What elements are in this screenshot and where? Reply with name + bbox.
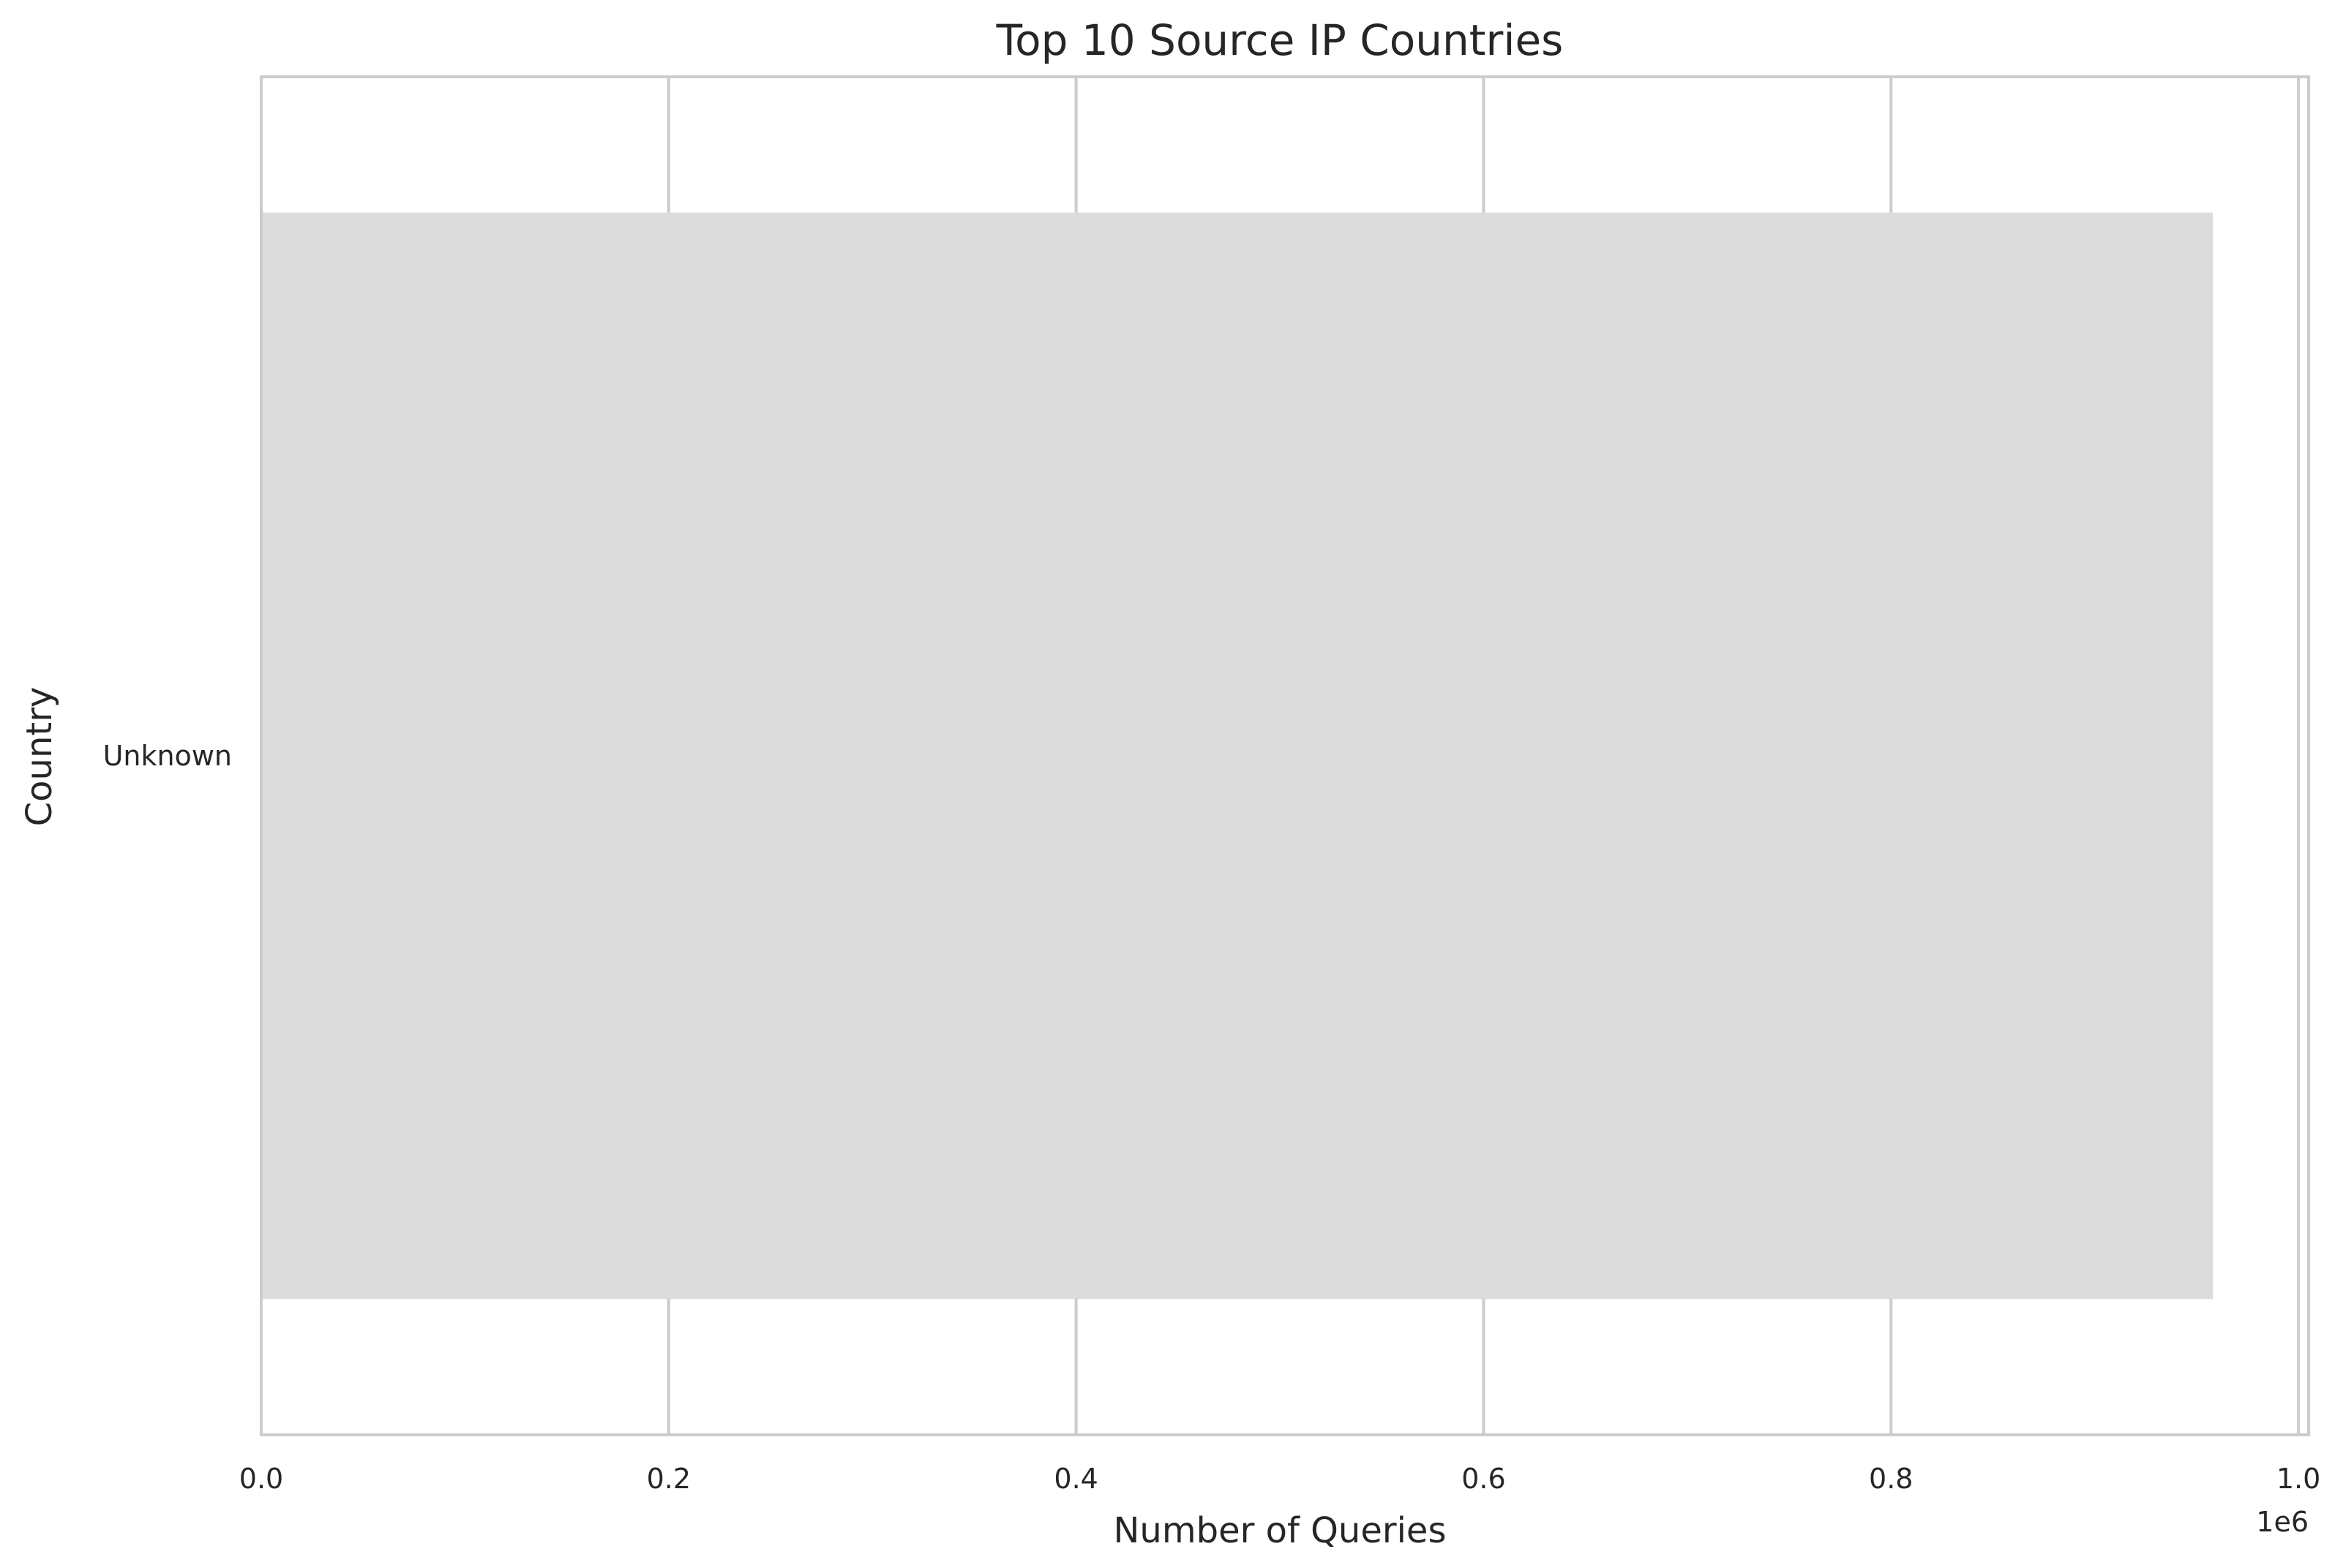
axes-frame [260, 75, 2310, 1436]
x-tick-label: 0.8 [1869, 1463, 1913, 1495]
x-axis-label: Number of Queries [1114, 1510, 1447, 1551]
x-tick-label: 0.6 [1461, 1463, 1505, 1495]
x-tick-label: 0.0 [239, 1463, 283, 1495]
x-tick-labels: 0.0 0.2 0.4 0.6 0.8 1.0 [239, 1463, 2321, 1495]
chart-title: Top 10 Source IP Countries [996, 15, 1564, 65]
x-axis-offset-label: 1e6 [2256, 1506, 2309, 1538]
x-tick-label: 0.2 [647, 1463, 691, 1495]
bars [261, 212, 2214, 1299]
y-tick-labels: Unknown [103, 740, 232, 772]
x-tick-label: 1.0 [2276, 1463, 2320, 1495]
bar [261, 212, 2214, 1299]
y-axis-label: Country [19, 687, 60, 827]
y-tick-label: Unknown [103, 740, 232, 772]
x-tick-label: 0.4 [1054, 1463, 1098, 1495]
